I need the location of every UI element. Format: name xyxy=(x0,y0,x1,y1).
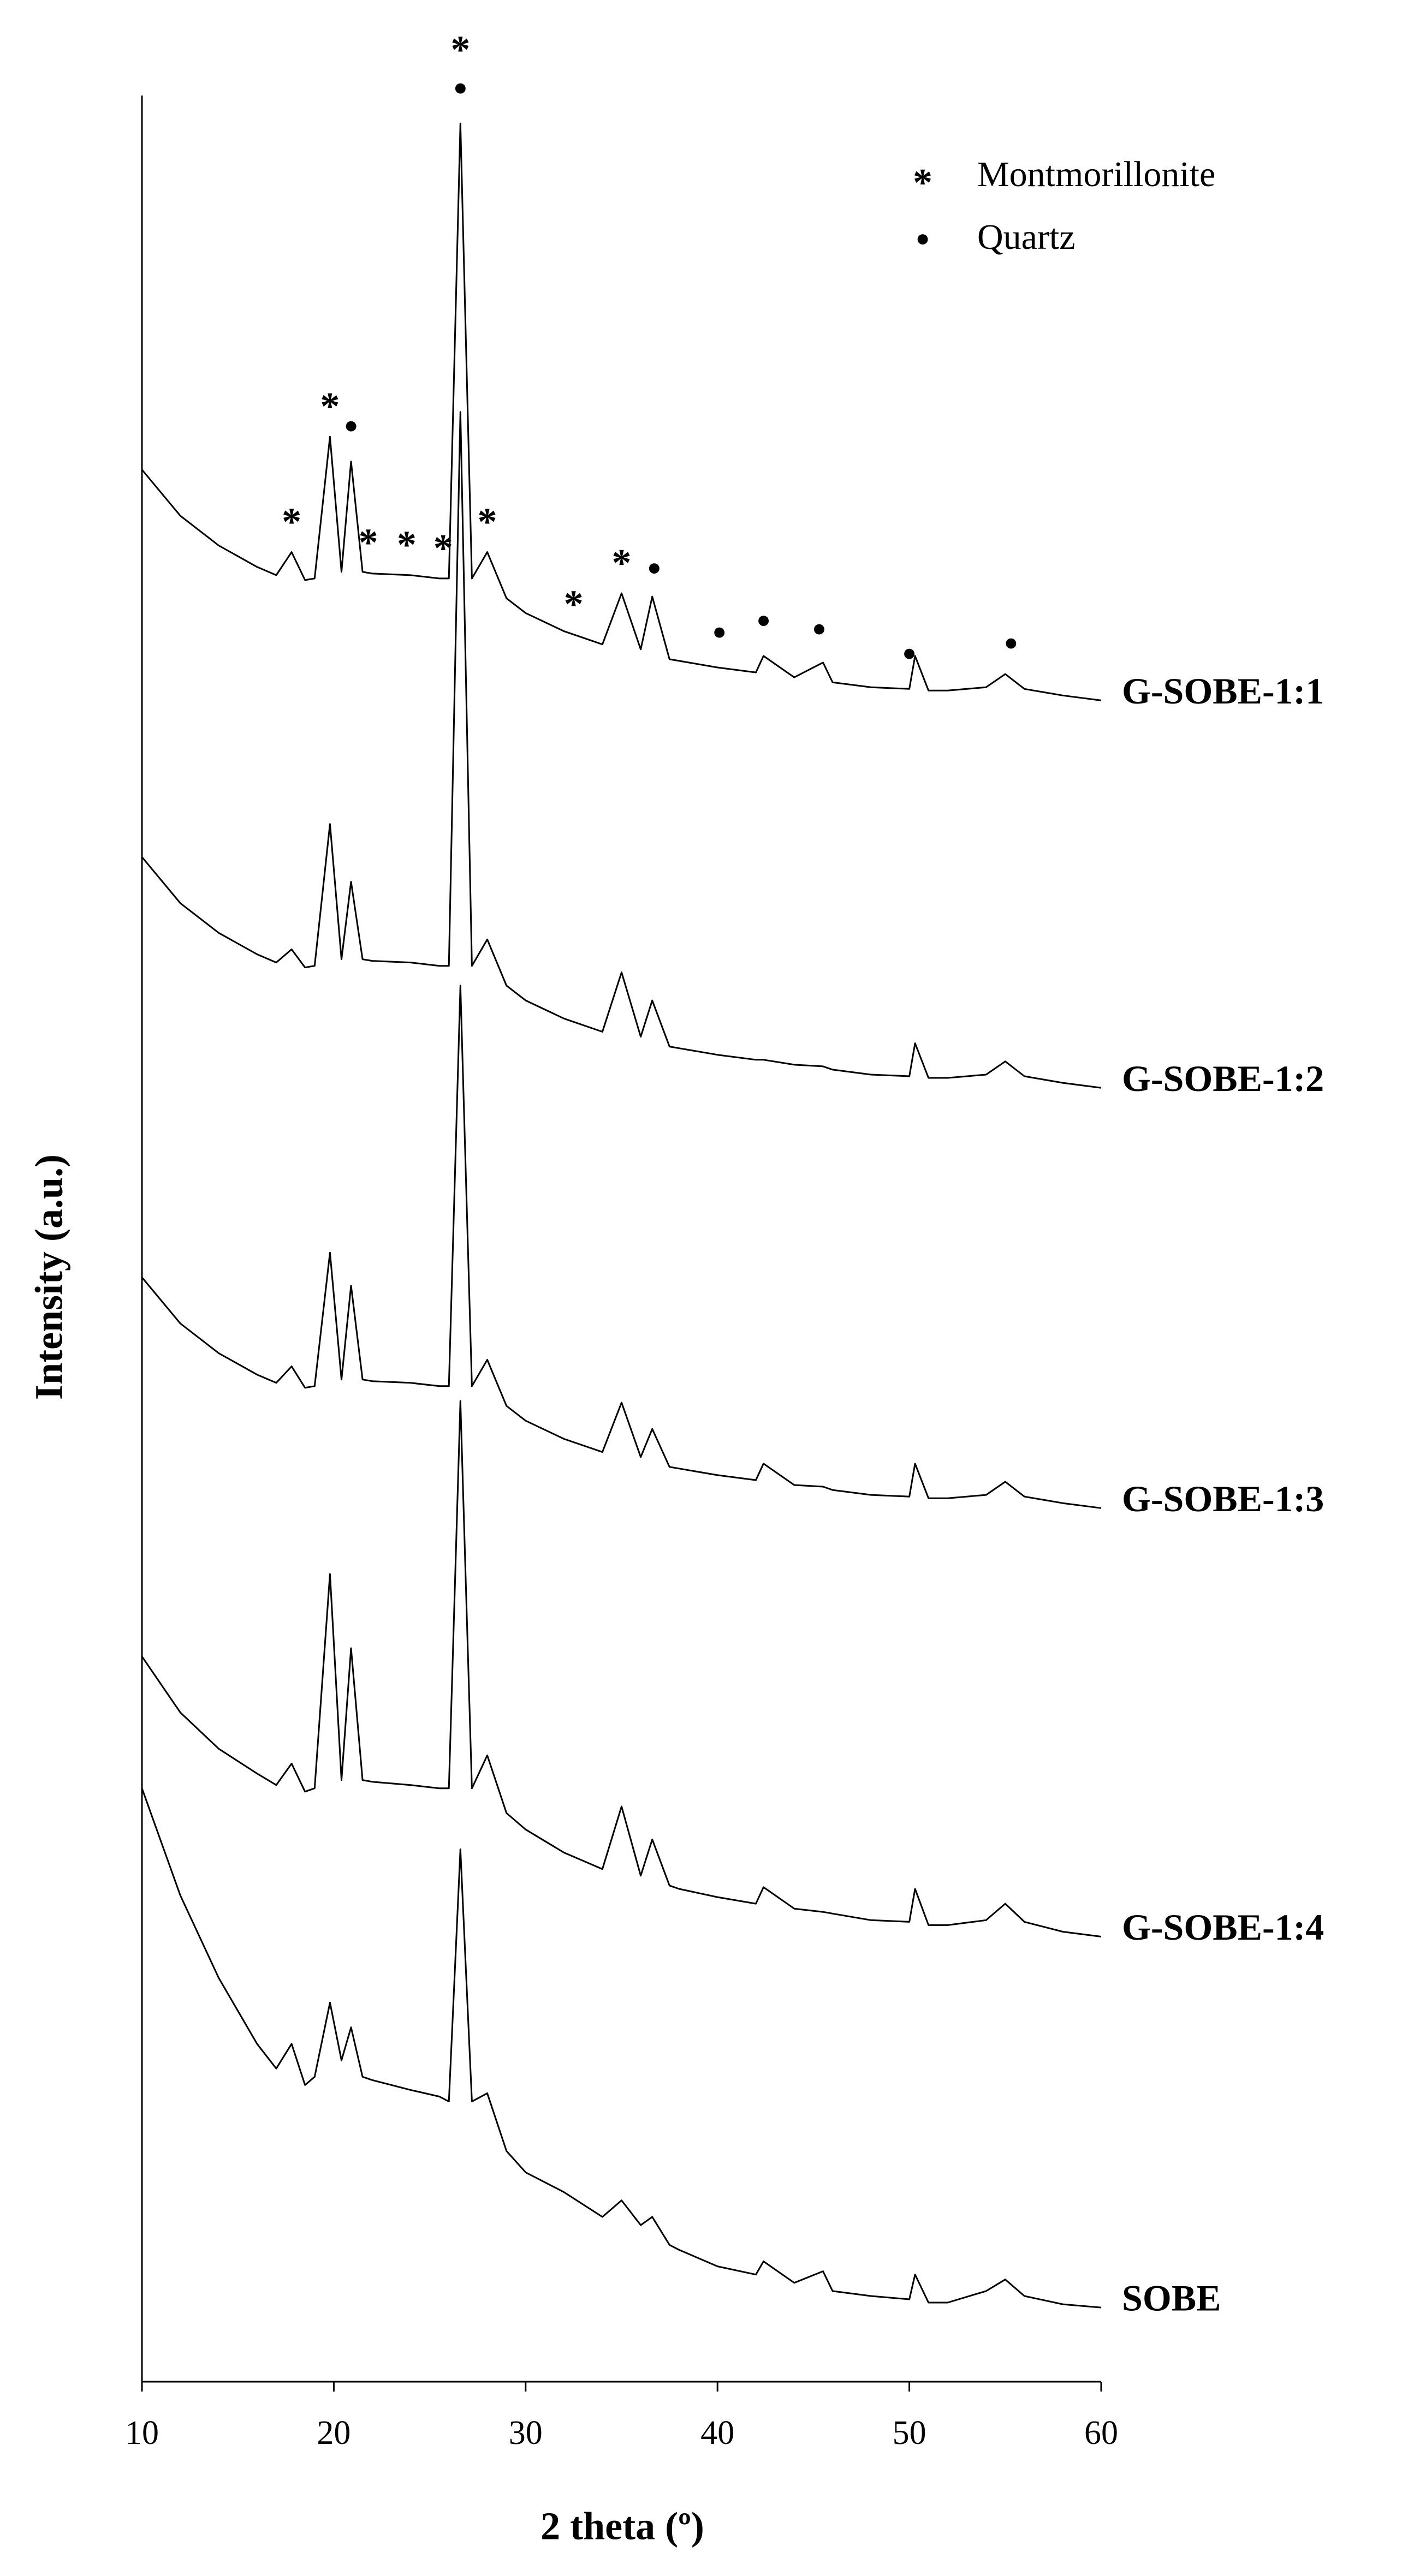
x-tick-label: 50 xyxy=(893,2414,926,2452)
peak-marker: * xyxy=(478,500,497,544)
peak-marker: ● xyxy=(647,554,662,581)
x-axis-label: 2 theta (º) xyxy=(540,2505,704,2548)
x-tick-label: 30 xyxy=(509,2414,543,2452)
series-line xyxy=(141,411,1102,1089)
x-tick-label: 40 xyxy=(700,2414,734,2452)
y-axis-label: Intensity (a.u.) xyxy=(27,1154,71,1400)
peak-marker: ● xyxy=(344,412,359,439)
x-tick-label: 20 xyxy=(317,2414,350,2452)
peak-marker: * xyxy=(320,385,340,428)
series-line xyxy=(141,1400,1102,1937)
legend-label: Montmorillonite xyxy=(977,154,1215,194)
peak-marker: ● xyxy=(902,639,917,666)
peak-marker: ● xyxy=(712,618,727,645)
peak-marker: * xyxy=(397,523,417,567)
x-tick-label: 60 xyxy=(1084,2414,1118,2452)
peak-marker: * xyxy=(359,521,378,564)
peak-marker: * xyxy=(282,500,301,544)
series-line xyxy=(141,1788,1102,2309)
peak-marker: * xyxy=(450,28,470,71)
peak-marker: * xyxy=(612,541,632,585)
series-label: G-SOBE-1:1 xyxy=(1122,670,1324,712)
legend-label: Quartz xyxy=(977,217,1076,257)
series-line xyxy=(141,985,1102,1509)
peak-marker: * xyxy=(433,526,453,570)
legend-symbol: ● xyxy=(916,225,930,252)
series-label: G-SOBE-1:3 xyxy=(1122,1478,1324,1519)
series-label: G-SOBE-1:4 xyxy=(1122,1906,1324,1948)
series-line xyxy=(141,122,1102,701)
peak-marker: ● xyxy=(756,606,771,633)
peak-marker: ● xyxy=(453,74,468,100)
peak-marker: * xyxy=(564,582,584,626)
peak-marker: ● xyxy=(812,615,827,642)
legend-symbol: * xyxy=(913,161,932,205)
series-label: SOBE xyxy=(1122,2277,1221,2319)
peak-marker: ● xyxy=(1004,629,1019,655)
series-label: G-SOBE-1:2 xyxy=(1122,1058,1324,1099)
x-tick-label: 10 xyxy=(125,2414,159,2452)
